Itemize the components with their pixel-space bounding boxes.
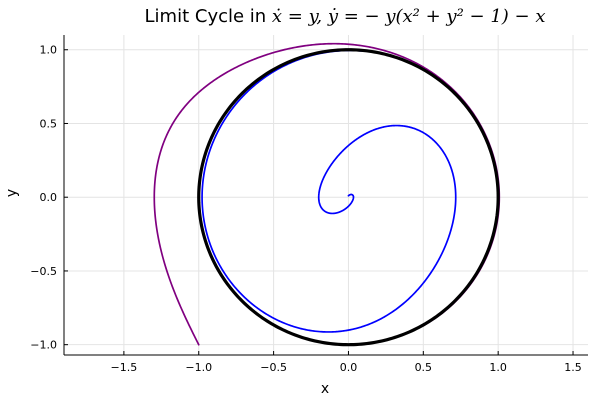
y-tick-label: 0.5 [40, 117, 58, 130]
y-tick-label: −1.0 [30, 339, 57, 352]
trajectory-line-1 [201, 49, 457, 333]
chart-title: Limit Cycle in ẋ = y, ẏ = − y(x² + y² − … [145, 6, 546, 27]
y-tick-label: 0.0 [40, 191, 58, 204]
y-tick-label: 1.0 [40, 44, 58, 57]
x-tick-label: −1.5 [111, 361, 138, 374]
x-tick-label: −0.5 [260, 361, 287, 374]
chart-title-equation: ẋ = y, ẏ = − y(x² + y² − 1) − x [272, 6, 546, 27]
y-ticks: −1.0 −0.5 0.0 0.5 1.0 [30, 44, 68, 352]
x-ticks: −1.5 −1.0 −0.5 0.0 0.5 1.0 1.5 [111, 351, 582, 374]
series-layer [153, 42, 501, 347]
y-tick-label: −0.5 [30, 265, 57, 278]
x-tick-label: 0.0 [340, 361, 358, 374]
y-axis-label: y [4, 189, 20, 197]
axes [63, 35, 588, 356]
x-tick-label: 0.5 [415, 361, 433, 374]
x-tick-label: −1.0 [185, 361, 212, 374]
x-tick-label: 1.5 [564, 361, 582, 374]
chart-title-text: Limit Cycle in [145, 6, 272, 27]
x-tick-label: 1.0 [489, 361, 507, 374]
limit-cycle-circle [197, 48, 500, 347]
x-axis-label: x [321, 381, 329, 397]
